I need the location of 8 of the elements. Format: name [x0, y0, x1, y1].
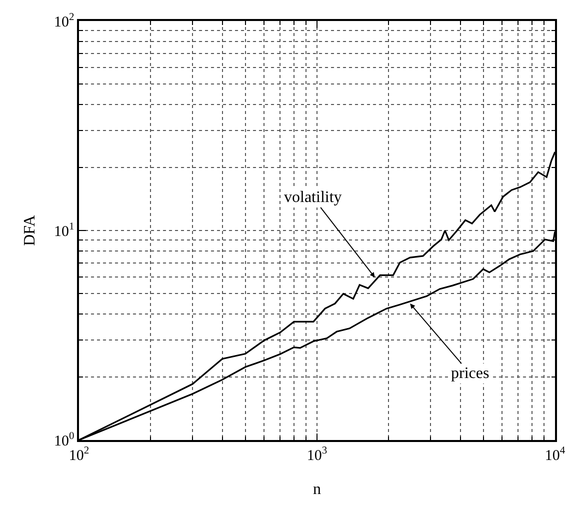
x-tick-label: 10$^{3}$: [306, 445, 328, 464]
x-axis-title: n: [313, 480, 321, 498]
x-tick-label: 10$^{4}$: [544, 445, 566, 464]
y-axis-title: DFA: [21, 214, 38, 246]
annotation: prices: [451, 365, 490, 382]
y-tick-label: 10$^{1}$: [54, 221, 74, 240]
annotation: volatility: [284, 189, 342, 206]
y-tick-label: 10$^{2}$: [54, 12, 74, 30]
